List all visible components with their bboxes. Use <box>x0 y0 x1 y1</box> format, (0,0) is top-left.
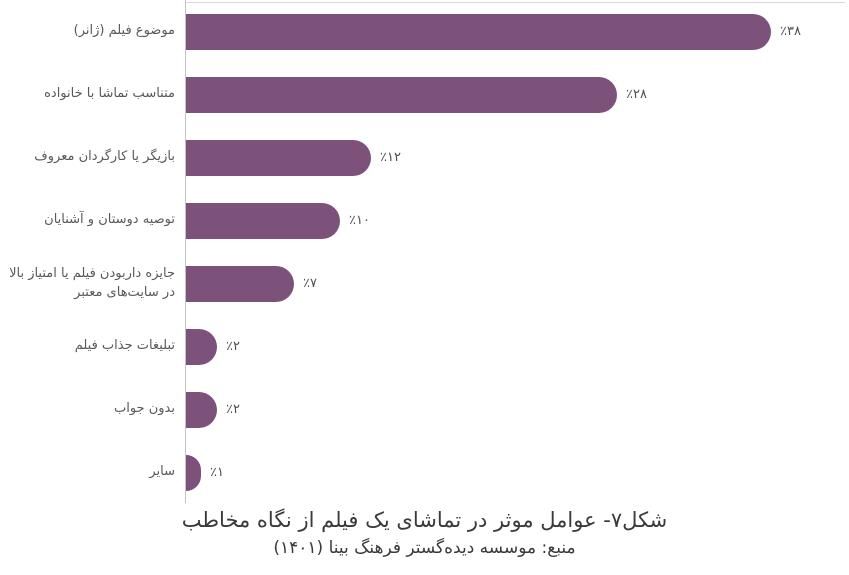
category-label: سایر <box>149 464 175 480</box>
category-label: موضوع فیلم (ژانر) <box>73 23 175 39</box>
category-label: جایزه داربودن فیلم یا امتیاز بالا در سای… <box>9 265 175 300</box>
chart-row: متناسب تماشا با خانواده ٪۲۸ <box>0 63 849 126</box>
bar-track: ٪۷ <box>175 265 849 302</box>
category-label: بازیگر یا کارگردان معروف <box>34 149 175 165</box>
bar-track: ٪۳۸ <box>175 13 849 50</box>
bar <box>186 454 201 491</box>
value-label: ٪۳۸ <box>780 24 801 39</box>
bar <box>186 13 771 50</box>
chart-plot-area: موضوع فیلم (ژانر) ٪۳۸ متناسب تماشا با خا… <box>0 0 849 504</box>
value-label: ٪۲ <box>226 339 240 354</box>
bar <box>186 139 371 176</box>
chart-rows: موضوع فیلم (ژانر) ٪۳۸ متناسب تماشا با خا… <box>0 0 849 504</box>
bar <box>186 391 217 428</box>
chart-row: جایزه داربودن فیلم یا امتیاز بالا در سای… <box>0 252 849 315</box>
value-label: ٪۷ <box>303 276 317 291</box>
category-label: تبلیغات جذاب فیلم <box>74 338 175 354</box>
chart-row: بدون جواب ٪۲ <box>0 378 849 441</box>
value-label: ٪۱۲ <box>380 150 401 165</box>
chart-row: موضوع فیلم (ژانر) ٪۳۸ <box>0 0 849 63</box>
chart-title: شکل۷- عوامل موثر در تماشای یک فیلم از نگ… <box>181 508 668 532</box>
bar-track: ٪۱۰ <box>175 202 849 239</box>
chart-source: منبع: موسسه دیده‌گستر فرهنگ بینا (۱۴۰۱) <box>273 538 576 559</box>
category-label: توصیه دوستان و آشنایان <box>44 212 175 228</box>
bar-track: ٪۲۸ <box>175 76 849 113</box>
bar <box>186 202 340 239</box>
category-label: متناسب تماشا با خانواده <box>44 86 175 102</box>
bar <box>186 328 217 365</box>
value-label: ٪۱۰ <box>349 213 370 228</box>
bar-track: ٪۲ <box>175 328 849 365</box>
bar <box>186 76 617 113</box>
value-label: ٪۲۸ <box>626 87 647 102</box>
chart-row: بازیگر یا کارگردان معروف ٪۱۲ <box>0 126 849 189</box>
y-axis-line <box>185 0 186 503</box>
chart-caption: شکل۷- عوامل موثر در تماشای یک فیلم از نگ… <box>0 505 849 559</box>
bar-track: ٪۱ <box>175 454 849 491</box>
bar-track: ٪۲ <box>175 391 849 428</box>
chart-row: تبلیغات جذاب فیلم ٪۲ <box>0 315 849 378</box>
chart-row: سایر ٪۱ <box>0 441 849 504</box>
value-label: ٪۱ <box>210 465 224 480</box>
chart-row: توصیه دوستان و آشنایان ٪۱۰ <box>0 189 849 252</box>
bar <box>186 265 294 302</box>
top-gridline <box>186 2 845 3</box>
value-label: ٪۲ <box>226 402 240 417</box>
category-label: بدون جواب <box>113 401 175 417</box>
bar-track: ٪۱۲ <box>175 139 849 176</box>
